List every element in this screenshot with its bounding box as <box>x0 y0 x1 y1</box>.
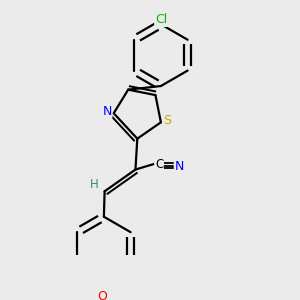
Text: O: O <box>97 290 107 300</box>
Text: N: N <box>103 105 112 118</box>
Text: S: S <box>164 114 171 127</box>
Text: H: H <box>90 178 99 191</box>
Text: C: C <box>155 158 163 171</box>
Text: N: N <box>174 160 184 173</box>
Text: Cl: Cl <box>155 14 167 26</box>
